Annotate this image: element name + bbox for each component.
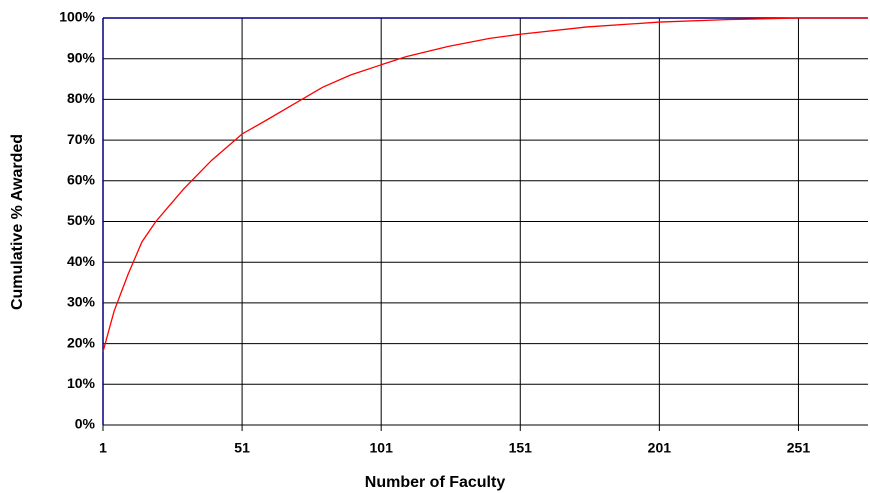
x-axis-title: Number of Faculty: [365, 474, 506, 491]
x-tick-label: 51: [234, 440, 250, 456]
y-tick-label: 10%: [67, 375, 96, 391]
y-tick-label: 30%: [67, 294, 96, 310]
y-tick-label: 70%: [67, 131, 96, 147]
y-tick-label: 50%: [67, 212, 96, 228]
x-tick-label: 151: [509, 440, 533, 456]
y-tick-label: 40%: [67, 253, 96, 269]
y-tick-label: 20%: [67, 334, 96, 350]
y-axis-title: Cumulative % Awarded: [9, 134, 26, 310]
y-tick-label: 0%: [75, 416, 96, 432]
x-tick-label: 201: [648, 440, 672, 456]
x-tick-label: 1: [99, 440, 107, 456]
y-tick-label: 100%: [59, 9, 95, 25]
y-tick-label: 90%: [67, 49, 96, 65]
x-tick-label: 101: [370, 440, 394, 456]
y-tick-label: 80%: [67, 90, 96, 106]
y-tick-label: 60%: [67, 172, 96, 188]
line-series: [102, 17, 868, 352]
x-tick-label: 251: [787, 440, 811, 456]
